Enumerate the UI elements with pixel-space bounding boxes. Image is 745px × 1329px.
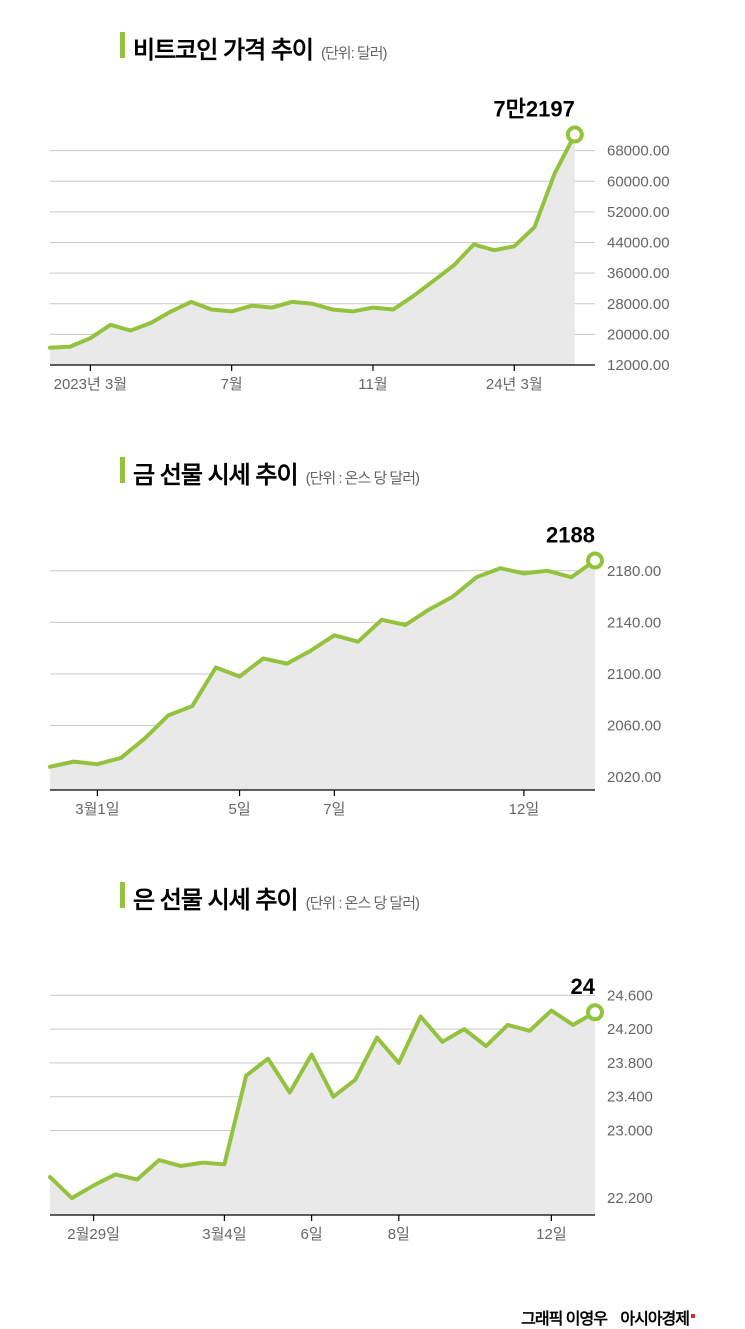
chart-title: 은 선물 시세 추이 bbox=[133, 880, 298, 915]
bitcoin-chart-svg: 12000.00 20000.00 28000.00 36000.00 44000.00… bbox=[40, 75, 705, 400]
title-accent-bar bbox=[120, 457, 125, 483]
title-accent-bar bbox=[120, 882, 125, 908]
bitcoin-chart-block: 비트코인 가격 추이 (단위: 달러) 12000.00 20000.00 2800… bbox=[40, 30, 705, 405]
svg-text:12000.00: 12000.00 bbox=[607, 357, 670, 374]
svg-text:2월29일: 2월29일 bbox=[67, 1226, 120, 1243]
chart-svg-wrap: 12000.00 20000.00 28000.00 36000.00 44000.00… bbox=[40, 75, 705, 405]
svg-text:11월: 11월 bbox=[358, 376, 387, 393]
svg-text:7월: 7월 bbox=[221, 376, 243, 393]
gold-chart-block: 금 선물 시세 추이 (단위 : 온스 당 달러) 2020.00 2060.00… bbox=[40, 455, 705, 830]
silver-chart-block: 은 선물 시세 추이 (단위 : 온스 당 달러) 22.200 23.000 23… bbox=[40, 880, 705, 1255]
svg-text:44000.00: 44000.00 bbox=[607, 235, 670, 252]
chart-unit: (단위 : 온스 당 달러) bbox=[306, 467, 419, 488]
svg-text:23.400: 23.400 bbox=[607, 1089, 653, 1106]
svg-text:3월1일: 3월1일 bbox=[75, 801, 119, 818]
svg-text:3월4일: 3월4일 bbox=[202, 1226, 246, 1243]
footer-credit: 그래픽 이영우 아시아경제 bbox=[40, 1305, 705, 1329]
svg-text:22.200: 22.200 bbox=[607, 1190, 653, 1207]
svg-text:36000.00: 36000.00 bbox=[607, 265, 670, 282]
svg-text:5일: 5일 bbox=[228, 801, 250, 818]
brand-name: 아시아경제 bbox=[620, 1311, 689, 1328]
brand-mark-icon bbox=[691, 1314, 695, 1318]
svg-text:23.000: 23.000 bbox=[607, 1123, 653, 1140]
svg-text:2140.00: 2140.00 bbox=[607, 614, 661, 631]
gold-chart-svg: 2020.00 2060.00 2100.00 2140.00 2180.00 3월1일 5… bbox=[40, 500, 705, 825]
chart-title-row: 금 선물 시세 추이 (단위 : 온스 당 달러) bbox=[120, 455, 705, 490]
svg-text:8일: 8일 bbox=[388, 1226, 410, 1243]
svg-text:7일: 7일 bbox=[323, 801, 345, 818]
chart-svg-wrap: 2020.00 2060.00 2100.00 2140.00 2180.00 3월1일 5… bbox=[40, 500, 705, 830]
svg-text:12일: 12일 bbox=[536, 1226, 567, 1243]
chart-title: 비트코인 가격 추이 bbox=[133, 30, 313, 65]
silver-chart-svg: 22.200 23.000 23.400 23.800 24.200 24.600 2월29… bbox=[40, 925, 705, 1250]
svg-text:6일: 6일 bbox=[301, 1226, 323, 1243]
svg-text:20000.00: 20000.00 bbox=[607, 326, 670, 343]
svg-text:7만2197: 7만2197 bbox=[493, 97, 574, 122]
svg-text:60000.00: 60000.00 bbox=[607, 173, 670, 190]
svg-text:12일: 12일 bbox=[509, 801, 540, 818]
chart-title: 금 선물 시세 추이 bbox=[133, 455, 298, 490]
svg-text:2188: 2188 bbox=[546, 522, 595, 547]
chart-title-row: 은 선물 시세 추이 (단위 : 온스 당 달러) bbox=[120, 880, 705, 915]
svg-text:28000.00: 28000.00 bbox=[607, 296, 670, 313]
svg-text:2100.00: 2100.00 bbox=[607, 666, 661, 683]
svg-text:24: 24 bbox=[571, 974, 596, 999]
svg-text:68000.00: 68000.00 bbox=[607, 143, 670, 160]
chart-unit: (단위 : 온스 당 달러) bbox=[306, 892, 419, 913]
chart-svg-wrap: 22.200 23.000 23.400 23.800 24.200 24.600 2월29… bbox=[40, 925, 705, 1255]
svg-text:52000.00: 52000.00 bbox=[607, 204, 670, 221]
graphic-credit: 그래픽 이영우 bbox=[521, 1311, 607, 1328]
svg-text:24.600: 24.600 bbox=[607, 987, 653, 1004]
svg-text:23.800: 23.800 bbox=[607, 1055, 653, 1072]
title-accent-bar bbox=[120, 32, 125, 58]
svg-text:2023년 3월: 2023년 3월 bbox=[54, 376, 127, 393]
svg-text:24.200: 24.200 bbox=[607, 1021, 653, 1038]
svg-text:2020.00: 2020.00 bbox=[607, 769, 661, 786]
svg-text:2060.00: 2060.00 bbox=[607, 718, 661, 735]
svg-text:24년 3월: 24년 3월 bbox=[486, 376, 543, 393]
chart-unit: (단위: 달러) bbox=[321, 42, 387, 63]
chart-title-row: 비트코인 가격 추이 (단위: 달러) bbox=[120, 30, 705, 65]
svg-text:2180.00: 2180.00 bbox=[607, 563, 661, 580]
